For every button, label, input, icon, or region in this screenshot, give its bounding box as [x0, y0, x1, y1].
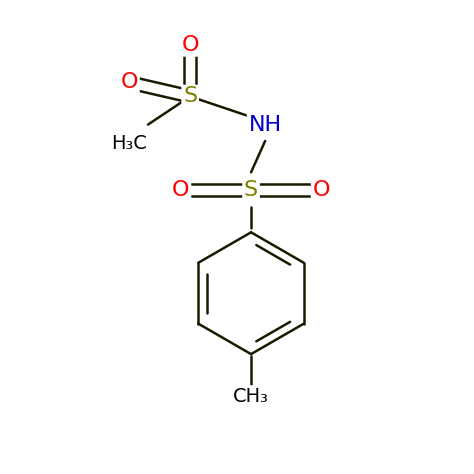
Text: O: O [182, 35, 199, 55]
Text: O: O [312, 180, 330, 200]
Text: O: O [172, 180, 190, 200]
Text: O: O [120, 73, 138, 92]
Text: CH₃: CH₃ [233, 387, 269, 406]
Text: NH: NH [248, 115, 282, 135]
Text: H₃C: H₃C [111, 134, 147, 153]
Text: S: S [183, 86, 197, 107]
Text: S: S [244, 180, 258, 200]
